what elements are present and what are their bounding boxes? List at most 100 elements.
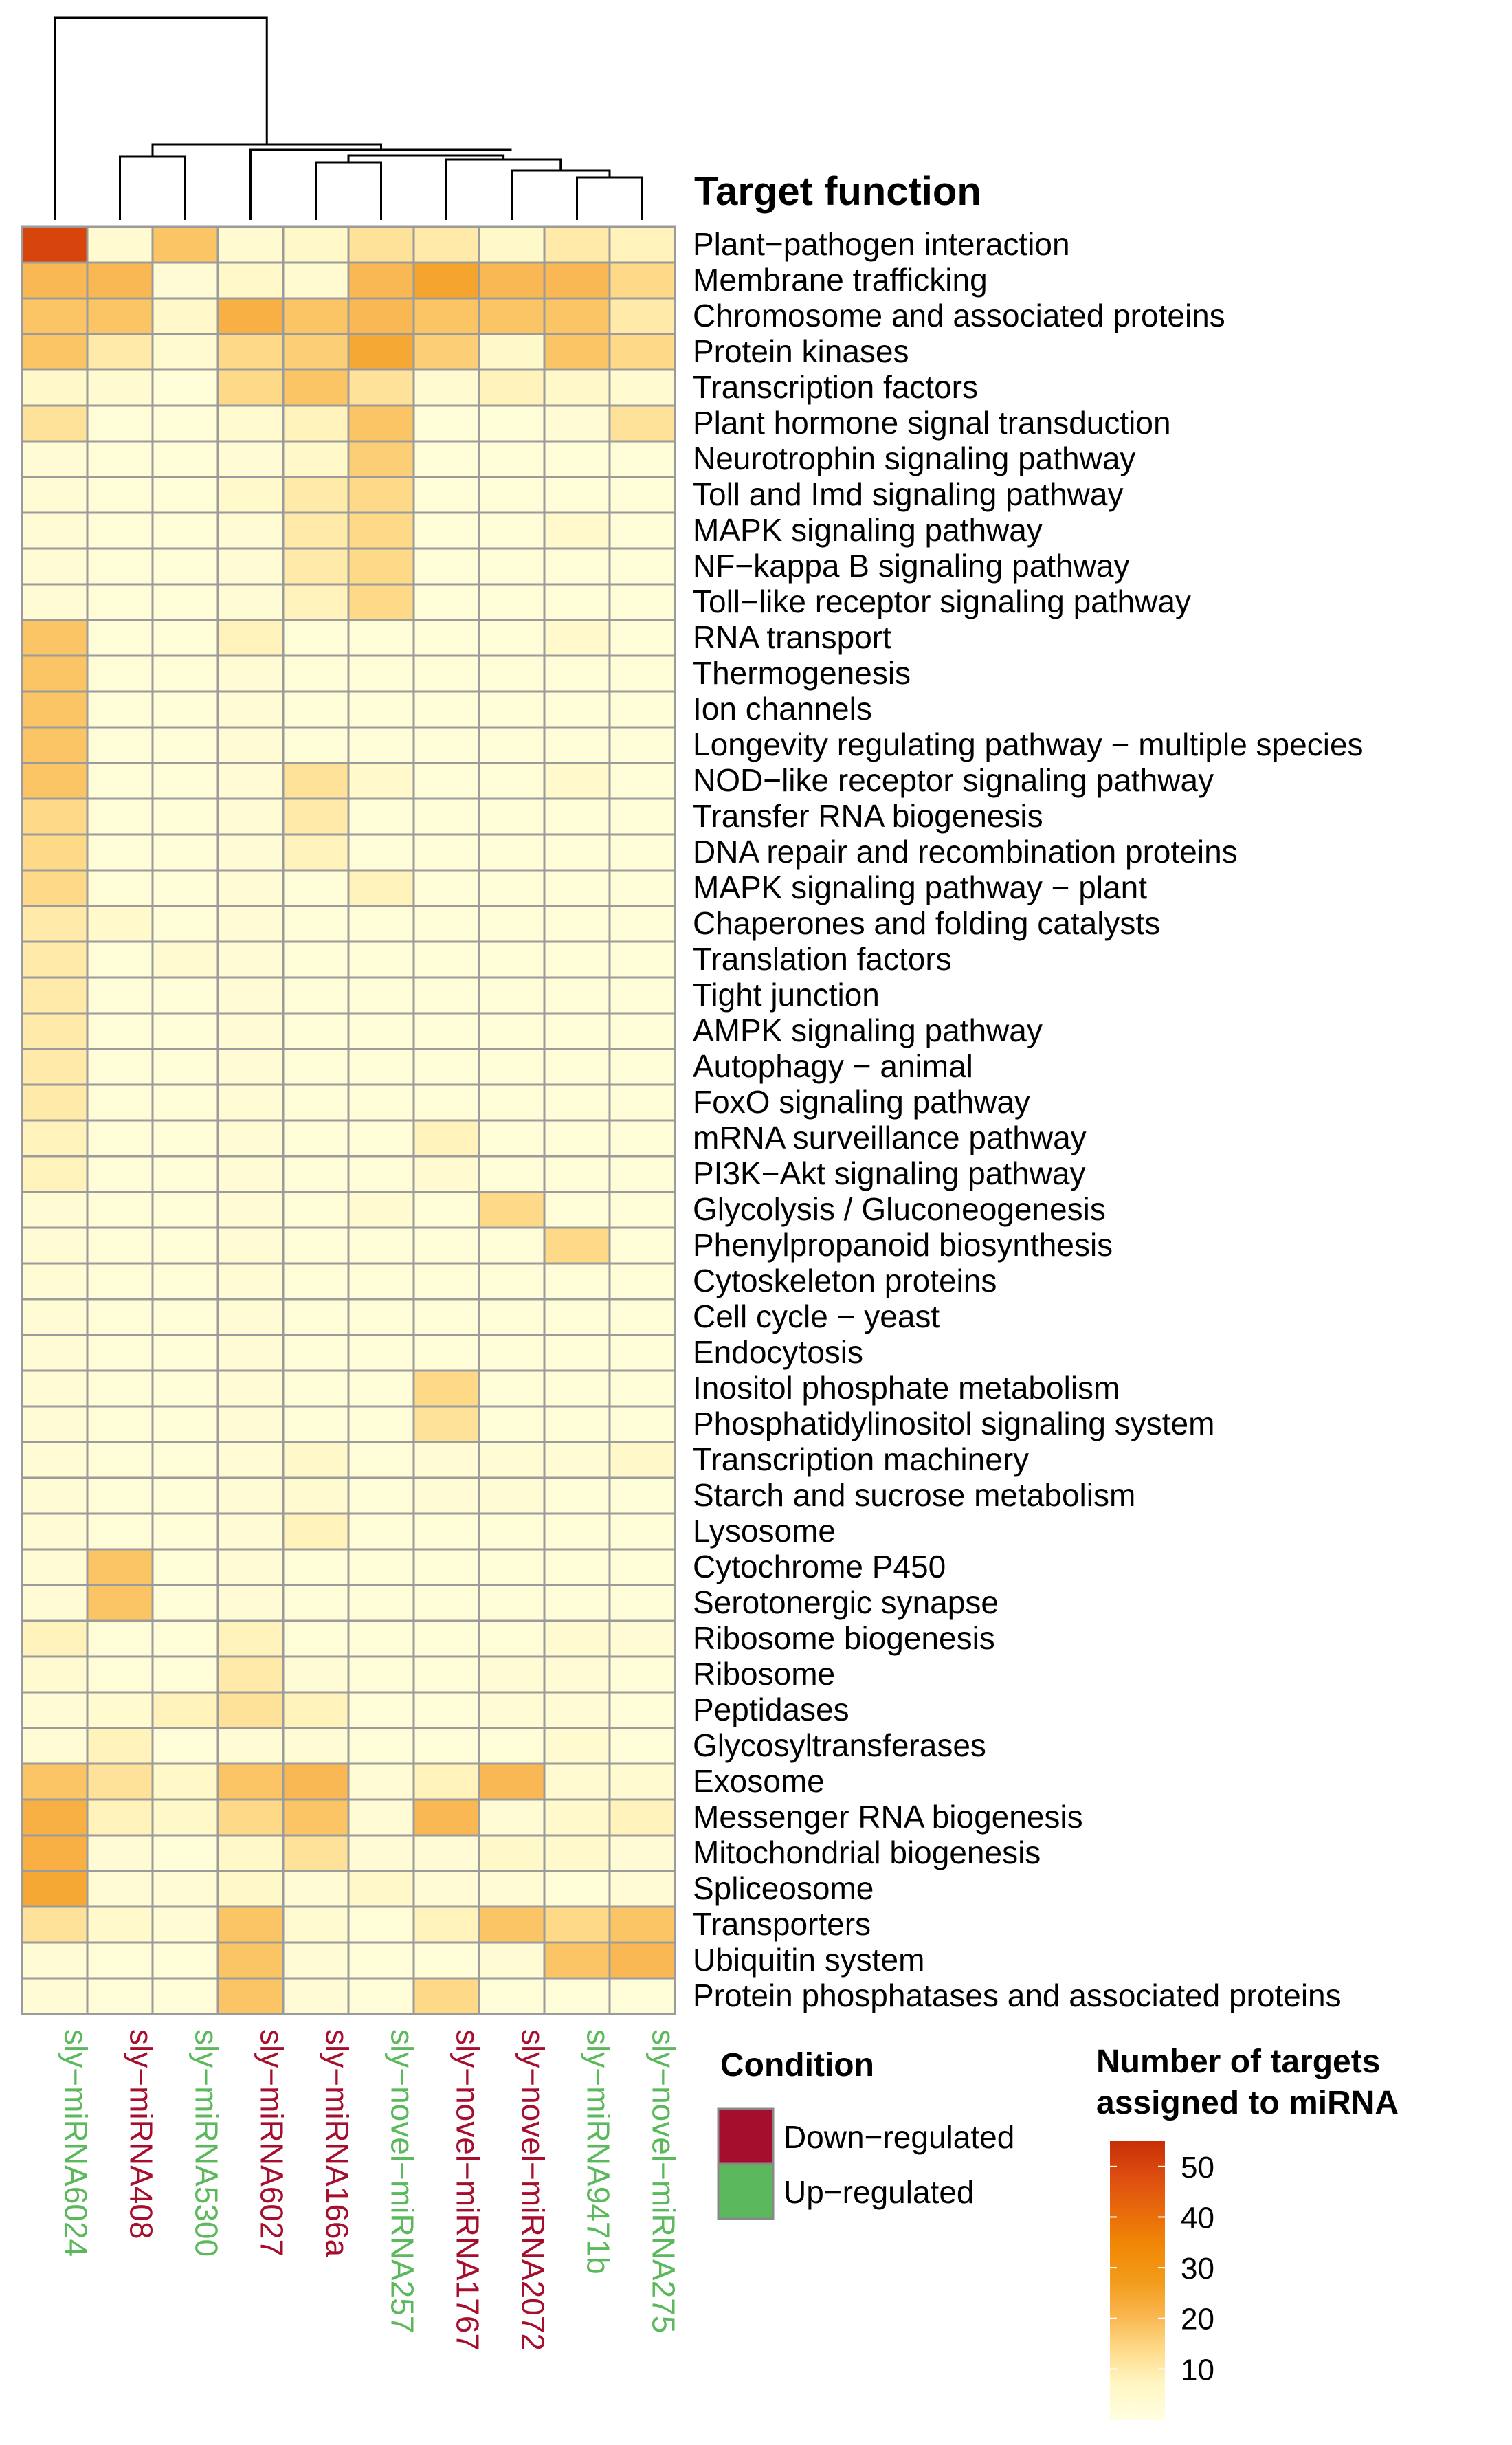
- row-label: MAPK signaling pathway: [693, 512, 1043, 548]
- heatmap-cell: [86, 762, 154, 800]
- heatmap-cell: [216, 297, 285, 335]
- color-scale-title-line-2: assigned to miRNA: [1096, 2085, 1399, 2121]
- heatmap-cell: [216, 583, 285, 621]
- heatmap-cell: [608, 1226, 676, 1265]
- heatmap-cell: [151, 726, 219, 764]
- heatmap-cell: [151, 1905, 219, 1944]
- row-label: Mitochondrial biogenesis: [693, 1835, 1041, 1870]
- heatmap-cell: [151, 1870, 219, 1908]
- heatmap-cell: [543, 297, 611, 335]
- heatmap-cell: [347, 583, 415, 621]
- heatmap-cell: [478, 1405, 546, 1443]
- heatmap-cell: [608, 1512, 676, 1551]
- heatmap-cell: [412, 1584, 480, 1622]
- heatmap-cell: [282, 1798, 350, 1837]
- heatmap-cell: [216, 1119, 285, 1158]
- heatmap-cell: [608, 1798, 676, 1837]
- heatmap-cell: [608, 404, 676, 443]
- heatmap-cell: [216, 1226, 285, 1265]
- heatmap-cell: [412, 583, 480, 621]
- heatmap-cell: [21, 1298, 89, 1336]
- heatmap-cell: [282, 404, 350, 443]
- heatmap-cell: [86, 1226, 154, 1265]
- heatmap-cell: [86, 1691, 154, 1729]
- color-scale-tick-label: 30: [1181, 2252, 1214, 2286]
- heatmap-cell: [412, 297, 480, 335]
- heatmap-cell: [282, 261, 350, 300]
- heatmap-cell: [216, 1012, 285, 1050]
- heatmap-cell: [543, 1905, 611, 1944]
- heatmap-cell: [216, 1298, 285, 1336]
- heatmap-cell: [412, 1619, 480, 1658]
- heatmap-cell: [216, 368, 285, 407]
- heatmap-cell: [608, 726, 676, 764]
- heatmap-cell: [86, 547, 154, 586]
- heatmap-cell: [282, 690, 350, 729]
- heatmap-cell: [478, 1727, 546, 1765]
- heatmap-cell: [216, 762, 285, 800]
- heatmap-cell: [543, 1870, 611, 1908]
- column-label: sly−novel−miRNA1767: [450, 2029, 486, 2351]
- heatmap-cell: [478, 1334, 546, 1372]
- heatmap-cell: [543, 1334, 611, 1372]
- heatmap-cell: [347, 440, 415, 478]
- heatmap-cell: [412, 1083, 480, 1122]
- heatmap-cell: [543, 476, 611, 514]
- heatmap-cell: [21, 1226, 89, 1265]
- heatmap-cell: [21, 333, 89, 371]
- heatmap-cell: [216, 1369, 285, 1408]
- heatmap-cell: [412, 1369, 480, 1408]
- heatmap-cell: [347, 1119, 415, 1158]
- heatmap-cell: [608, 797, 676, 836]
- heatmap-cell: [151, 1691, 219, 1729]
- heatmap-cell: [216, 1441, 285, 1479]
- heatmap-cell: [608, 1191, 676, 1229]
- heatmap-cell: [86, 940, 154, 979]
- heatmap-cell: [282, 1548, 350, 1586]
- heatmap-cell: [608, 1012, 676, 1050]
- heatmap-cell: [282, 225, 350, 264]
- heatmap-cell: [282, 654, 350, 693]
- heatmap-cell: [151, 1226, 219, 1265]
- heatmap-cell: [478, 619, 546, 657]
- heatmap-cell: [412, 1941, 480, 1980]
- heatmap-cell: [86, 1119, 154, 1158]
- heatmap-cell: [478, 905, 546, 943]
- heatmap-cell: [608, 833, 676, 872]
- heatmap-cell: [347, 1977, 415, 2015]
- heatmap-cell: [478, 1083, 546, 1122]
- heatmap-cell: [543, 1262, 611, 1301]
- heatmap-cell: [151, 261, 219, 300]
- heatmap-cell: [21, 1941, 89, 1980]
- heatmap-cell: [21, 869, 89, 907]
- heatmap-cell: [412, 905, 480, 943]
- heatmap-cell: [216, 1548, 285, 1586]
- heatmap-cell: [478, 1191, 546, 1229]
- column-label: sly−miRNA6027: [254, 2029, 290, 2257]
- row-label: Glycolysis / Gluconeogenesis: [693, 1191, 1106, 1227]
- heatmap-cell: [282, 940, 350, 979]
- heatmap-cell: [543, 1977, 611, 2015]
- heatmap-cell: [347, 1512, 415, 1551]
- heatmap-cell: [216, 1798, 285, 1837]
- heatmap-cell: [86, 833, 154, 872]
- heatmap-cell: [86, 1334, 154, 1372]
- heatmap-cell: [86, 1762, 154, 1801]
- heatmap-cell: [282, 1191, 350, 1229]
- heatmap-cell: [608, 940, 676, 979]
- row-label: Endocytosis: [693, 1334, 863, 1370]
- heatmap-cell: [347, 1012, 415, 1050]
- heatmap-cell: [216, 1048, 285, 1086]
- heatmap-cell: [21, 1619, 89, 1658]
- heatmap-cell: [21, 1977, 89, 2015]
- heatmap-cell: [608, 1655, 676, 1694]
- heatmap-cell: [543, 511, 611, 550]
- heatmap-cell: [412, 1262, 480, 1301]
- heatmap-cell: [21, 368, 89, 407]
- heatmap-cell: [21, 726, 89, 764]
- heatmap-cell: [608, 1083, 676, 1122]
- heatmap-cell: [151, 1012, 219, 1050]
- heatmap-cell: [216, 1512, 285, 1551]
- heatmap-cell: [543, 654, 611, 693]
- column-label: sly−novel−miRNA257: [385, 2029, 421, 2333]
